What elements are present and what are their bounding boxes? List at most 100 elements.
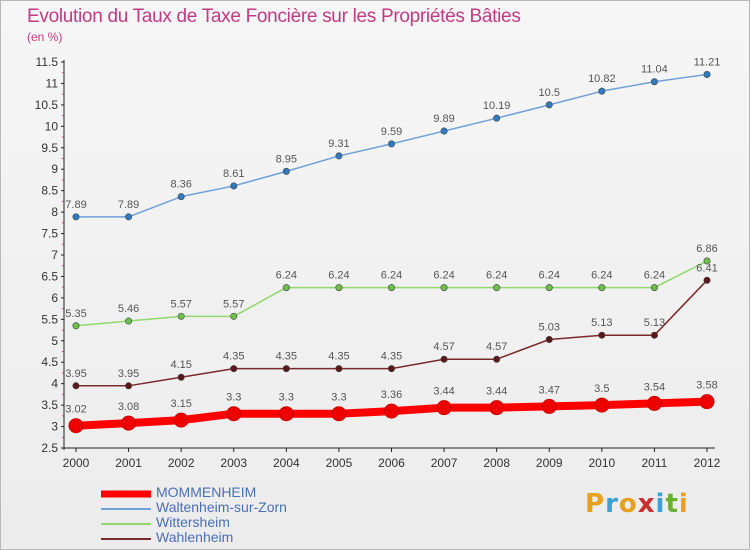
x-tick-label: 2009 [536,456,563,470]
chart-title: Evolution du Taux de Taxe Foncière sur l… [27,6,521,27]
y-tick-label: 2.5 [41,441,58,455]
data-point [72,213,80,221]
data-label: 6.24 [433,270,454,282]
x-tick-label: 2003 [220,456,247,470]
data-label: 6.24 [276,270,297,282]
data-point [545,335,553,343]
data-label: 4.57 [433,341,454,353]
data-label: 6.41 [696,262,717,274]
data-point [335,365,343,373]
y-tick-label: 5 [51,334,58,348]
data-point [230,182,238,190]
data-point [387,140,395,148]
x-tick-label: 2011 [642,456,668,470]
data-label: 4.57 [486,341,507,353]
data-point [646,395,662,411]
data-label: 3.02 [65,404,86,416]
data-label: 10.19 [483,100,511,112]
x-tick-label: 2005 [326,456,353,470]
data-label: 3.15 [170,398,191,410]
legend-swatch [101,522,151,525]
data-point [282,284,290,292]
data-label: 3.36 [381,389,402,401]
data-label: 5.03 [539,321,560,333]
data-label: 9.59 [381,126,402,138]
data-labels: 7.89 7.89 8.36 8.61 8.95 9.31 9.59 9.89 10.19 10.… [65,56,720,415]
y-tick-label: 8 [51,205,58,219]
legend-label: Wittersheim [156,514,230,530]
data-label: 3.54 [644,381,665,393]
y-tick-label: 10 [45,119,59,133]
data-point [703,257,711,265]
data-label: 11.04 [641,64,668,76]
data-point [177,373,185,381]
data-point [125,213,133,221]
data-point [335,152,343,160]
data-point [331,406,347,422]
data-label: 5.13 [644,317,665,329]
y-tick-label: 9.5 [41,141,58,155]
legend-label: Wahlenheim [156,529,234,545]
data-point [230,365,238,373]
data-label: 3.5 [594,383,609,395]
y-tick-label: 11.5 [36,55,59,69]
x-tick-label: 2007 [431,456,458,470]
logo-letter: i [655,489,666,519]
logo-letter: P [585,489,606,519]
data-label: 8.61 [223,168,244,180]
legend-swatch [101,507,151,510]
data-label: 4.35 [276,351,297,363]
proxiti-logo: Proxiti [585,489,689,519]
y-tick-label: 3 [51,420,58,434]
y-tick-label: 10.5 [35,98,59,112]
data-point [598,87,606,95]
data-point [226,406,242,422]
data-label: 6.24 [539,270,560,282]
data-point [489,400,505,416]
x-tick-label: 2012 [694,456,721,470]
logo-letter: x [637,489,656,519]
x-tick-label: 2004 [273,456,300,470]
data-label: 4.15 [170,359,191,371]
data-label: 3.47 [539,384,560,396]
data-label: 3.08 [118,401,139,413]
y-tick-label: 3.5 [41,398,58,412]
data-label: 5.46 [118,303,139,315]
data-point [230,312,238,320]
data-point [121,415,137,431]
y-axis-unit: (en %) [27,30,63,44]
logo-letter: o [618,489,638,519]
data-label: 6.24 [381,270,402,282]
data-point [173,412,189,428]
data-point [598,331,606,339]
legend-label: MOMMENHEIM [156,484,257,500]
data-label: 3.3 [226,392,241,404]
data-point [387,365,395,373]
data-point [650,331,658,339]
logo-letter: r [605,489,619,519]
data-point [493,114,501,122]
x-tick-label: 2000 [63,456,90,470]
data-label: 3.58 [696,380,717,392]
data-label: 5.35 [65,308,86,320]
x-tick-label: 2008 [483,456,510,470]
logo-letter: t [665,489,679,519]
y-tick-label: 8.5 [41,184,58,198]
y-tick-label: 4 [51,377,58,391]
data-point [699,394,715,410]
data-label: 6.24 [328,270,349,282]
y-tick-label: 5.5 [41,312,58,326]
data-point [335,284,343,292]
legend-swatch [101,537,151,540]
data-point [384,403,399,419]
data-point [650,78,658,86]
data-point [440,355,448,363]
data-point [72,382,80,390]
data-label: 7.89 [65,199,86,211]
data-point [278,406,294,422]
data-label: 10.82 [588,73,616,85]
y-tick-label: 7 [51,248,58,262]
legend-swatch [101,490,151,497]
